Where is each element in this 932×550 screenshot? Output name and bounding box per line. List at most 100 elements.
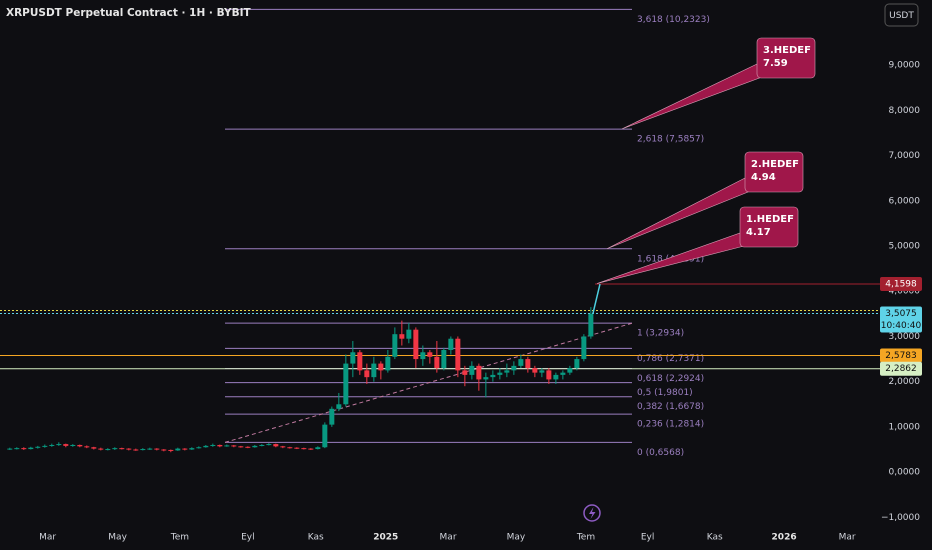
x-tick-label: 2026 bbox=[772, 533, 797, 543]
candle-body bbox=[238, 446, 244, 448]
candle-body bbox=[525, 359, 531, 369]
currency-button[interactable] bbox=[884, 3, 919, 27]
candle-body bbox=[98, 448, 104, 450]
candle-body bbox=[154, 448, 160, 450]
candle-body bbox=[273, 444, 279, 447]
candle-body bbox=[315, 447, 321, 450]
y-tick-label: 3,0000 bbox=[889, 332, 921, 342]
candle-body bbox=[301, 448, 307, 450]
candle-body bbox=[91, 447, 97, 449]
y-tick-label: 8,0000 bbox=[889, 106, 921, 116]
candle-body bbox=[28, 447, 34, 450]
target-name: 1.HEDEF bbox=[746, 214, 794, 225]
x-tick-label: Tem bbox=[170, 533, 189, 543]
x-tick-label: Mar bbox=[839, 533, 856, 543]
candle-body bbox=[343, 363, 349, 405]
candle-body bbox=[385, 356, 391, 371]
x-tick-label: Mar bbox=[39, 533, 56, 543]
y-tick-label: 1,0000 bbox=[889, 422, 921, 432]
candle-body bbox=[77, 444, 83, 447]
target-box bbox=[744, 151, 804, 193]
candle-body bbox=[56, 444, 62, 446]
candle-body bbox=[329, 408, 335, 425]
fib-level-label: 0,5 (1,9801) bbox=[637, 388, 693, 398]
candle-body bbox=[35, 446, 41, 448]
candle-body bbox=[504, 370, 510, 373]
candle-body bbox=[448, 338, 454, 351]
x-tick-label: Tem bbox=[576, 533, 595, 543]
candle-body bbox=[574, 359, 580, 369]
candle-body bbox=[560, 372, 566, 375]
candle-body bbox=[287, 447, 293, 449]
x-tick-label: Kas bbox=[707, 533, 723, 543]
fib-level-label: 3,618 (10,2323) bbox=[637, 15, 710, 25]
fib-level-label: 0,236 (1,2814) bbox=[637, 420, 704, 430]
projection-line bbox=[592, 283, 601, 315]
candle-body bbox=[553, 374, 559, 380]
target-value: 4.17 bbox=[746, 227, 771, 238]
candle-body bbox=[210, 444, 216, 446]
candle-body bbox=[371, 363, 377, 378]
candle-body bbox=[161, 449, 167, 451]
candle-body bbox=[420, 352, 426, 360]
candle-body bbox=[392, 334, 398, 357]
candle-body bbox=[441, 350, 447, 369]
candle-body bbox=[434, 356, 440, 369]
currency-label[interactable]: USDT bbox=[889, 11, 914, 21]
candle-body bbox=[378, 363, 384, 371]
candle-body bbox=[469, 365, 475, 375]
trend-line bbox=[224, 322, 633, 443]
candle-body bbox=[119, 448, 125, 450]
candle-body bbox=[203, 445, 209, 448]
lightning-icon[interactable] bbox=[583, 504, 601, 522]
candle-body bbox=[224, 445, 230, 447]
price-label: 4,1598 bbox=[885, 280, 917, 290]
candle-body bbox=[357, 352, 363, 371]
price-label: 3,5075 bbox=[885, 309, 917, 319]
candle-body bbox=[294, 447, 300, 449]
y-tick-label: −1,0000 bbox=[881, 513, 920, 523]
candle-body bbox=[105, 449, 111, 451]
candle-body bbox=[196, 447, 202, 449]
fib-level-label: 0 (0,6568) bbox=[637, 448, 684, 458]
candle-body bbox=[42, 445, 48, 447]
candle-body bbox=[350, 352, 356, 364]
candle-body bbox=[511, 365, 517, 371]
candle-body bbox=[84, 446, 90, 448]
candle-body bbox=[567, 368, 573, 373]
candle-body bbox=[483, 377, 489, 380]
x-tick-label: Eyl bbox=[241, 533, 255, 543]
x-tick-label: Kas bbox=[308, 533, 324, 543]
y-tick-label: 9,0000 bbox=[889, 61, 921, 71]
target-value: 7.59 bbox=[763, 58, 788, 69]
candle-body bbox=[133, 449, 139, 451]
candle-body bbox=[455, 338, 461, 371]
y-tick-label: 2,0000 bbox=[889, 377, 921, 387]
target-box bbox=[739, 206, 799, 248]
candle-body bbox=[518, 359, 524, 366]
candle-body bbox=[427, 352, 433, 357]
candle-body bbox=[364, 370, 370, 378]
target-name: 2.HEDEF bbox=[751, 159, 799, 170]
y-tick-label: 4,0000 bbox=[889, 287, 921, 297]
price-label-box bbox=[880, 306, 922, 333]
price-countdown: 10:40:40 bbox=[881, 321, 922, 331]
candle-body bbox=[126, 448, 132, 450]
x-tick-label: May bbox=[108, 533, 127, 543]
candle-body bbox=[168, 449, 174, 451]
chart-title: XRPUSDT Perpetual Contract · 1H · BYBIT bbox=[6, 7, 252, 19]
candle-body bbox=[476, 365, 482, 380]
candle-body bbox=[112, 448, 118, 450]
candle-body bbox=[497, 372, 503, 375]
candle-body bbox=[490, 374, 496, 378]
y-tick-label: 7,0000 bbox=[889, 151, 921, 161]
candle-body bbox=[147, 448, 153, 450]
candle-body bbox=[182, 448, 188, 450]
candle-body bbox=[532, 368, 538, 373]
price-label-box bbox=[880, 277, 922, 292]
candle-body bbox=[308, 448, 314, 450]
x-tick-label: 2025 bbox=[373, 533, 398, 543]
candle-body bbox=[245, 446, 251, 448]
